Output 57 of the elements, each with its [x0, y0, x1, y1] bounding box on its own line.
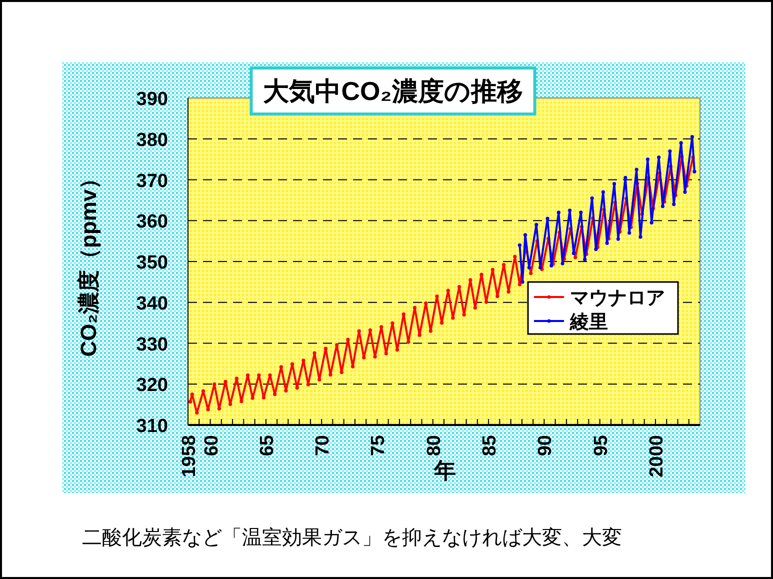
x-tick-label: 95 [590, 434, 612, 456]
point [605, 241, 609, 245]
point [628, 231, 632, 235]
x-tick-label: 2000 [646, 435, 668, 478]
point [601, 190, 605, 194]
point [634, 168, 638, 172]
point [650, 220, 654, 224]
point [672, 202, 676, 206]
y-tick-label: 340 [136, 293, 168, 314]
point [579, 210, 583, 214]
x-tick-label: 1958 [179, 435, 200, 478]
x-tick-label: 65 [256, 434, 278, 456]
point [624, 176, 628, 180]
point [612, 182, 616, 186]
point [527, 266, 531, 270]
y-tick-label: 390 [136, 89, 168, 110]
point [560, 262, 564, 266]
chart-title: 大気中CO₂濃度の推移 [263, 76, 523, 106]
point [556, 210, 560, 214]
point [690, 135, 694, 139]
x-tick-label: 85 [480, 434, 501, 456]
x-tick-label: 90 [535, 435, 556, 456]
point [546, 216, 550, 220]
point [594, 247, 598, 252]
point [568, 208, 572, 212]
y-tick-label: 330 [136, 334, 168, 356]
x-tick-label: 60 [201, 435, 222, 456]
point [520, 280, 524, 284]
point [646, 158, 650, 162]
point [572, 252, 576, 256]
y-tick-label: 320 [136, 375, 168, 396]
point [638, 235, 642, 239]
point [583, 258, 587, 262]
x-tick-label: 75 [368, 434, 390, 456]
y-tick-label: 350 [136, 252, 168, 274]
x-axis-title: 年 [433, 458, 456, 483]
point [523, 233, 528, 237]
point [679, 141, 683, 145]
point [657, 155, 661, 160]
point [590, 196, 594, 200]
point [518, 243, 522, 247]
y-tick-label: 310 [136, 416, 168, 437]
legend-label: マウナロア [570, 288, 665, 309]
point [616, 237, 620, 241]
y-tick-label: 370 [136, 170, 168, 192]
y-tick-label: 380 [136, 130, 168, 151]
point [668, 149, 672, 153]
point [692, 170, 696, 174]
legend-label: 綾里 [569, 312, 608, 333]
point [660, 204, 665, 208]
y-tick-label: 360 [136, 212, 168, 233]
point [534, 222, 538, 227]
point [683, 190, 687, 194]
x-tick-label: 70 [312, 435, 334, 456]
x-tick-label: 80 [424, 435, 445, 456]
y-axis-title: CO₂濃度（ppmv） [76, 167, 101, 357]
text: 二酸化炭素など「温室効果ガス」を抑えなければ大変、大変 [82, 526, 622, 549]
